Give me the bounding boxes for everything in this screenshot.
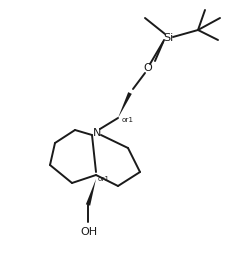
Text: O: O: [144, 63, 152, 73]
Text: or1: or1: [122, 117, 134, 123]
Polygon shape: [118, 92, 132, 118]
Text: OH: OH: [80, 227, 98, 237]
Polygon shape: [86, 179, 96, 206]
Text: N: N: [93, 128, 101, 138]
Text: Si: Si: [163, 33, 173, 43]
Text: or1: or1: [98, 176, 110, 182]
